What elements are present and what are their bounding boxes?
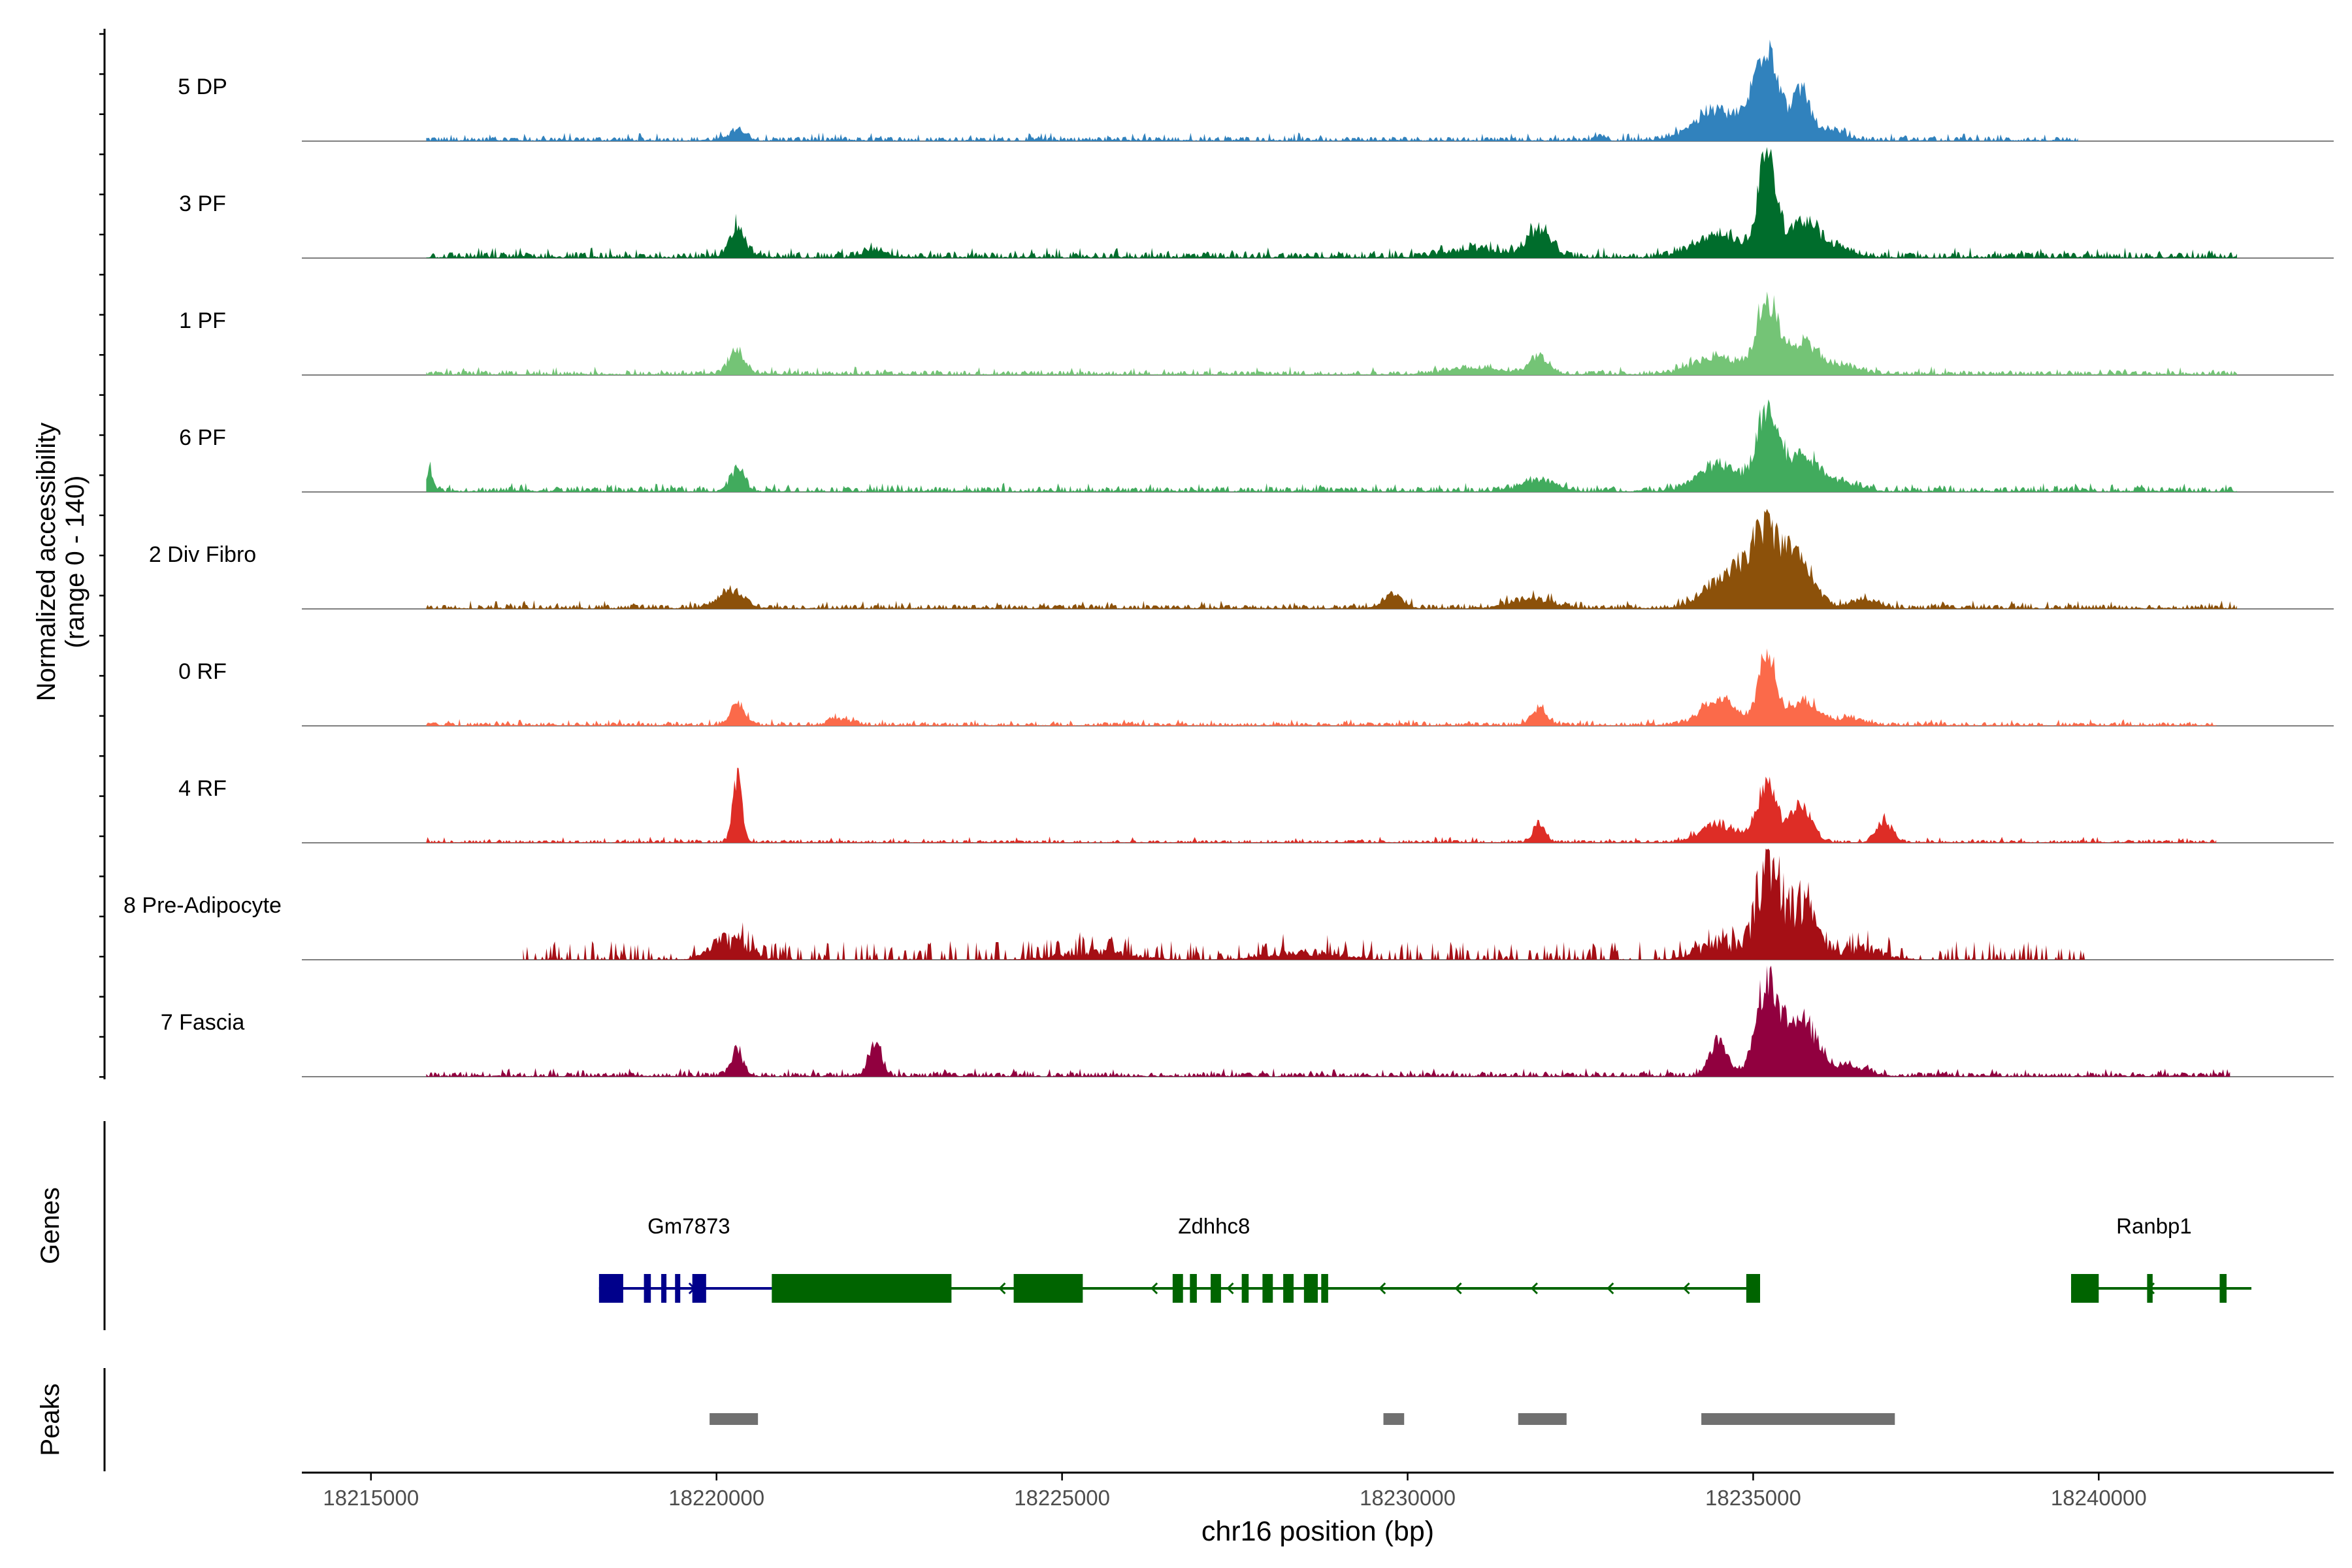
strand-arrow [1607,1282,1614,1295]
gene-exon [1321,1274,1328,1303]
gene-exon [1746,1274,1761,1303]
coverage-area [426,291,2237,375]
peak-interval [710,1413,759,1425]
gene-exon [675,1274,681,1303]
strand-arrow [1379,1282,1386,1295]
gene-exon [2147,1274,2153,1303]
genes-panel-label: Genes [36,1187,65,1264]
track-label: 0 RF [178,659,227,684]
track-label: 3 PF [179,191,226,216]
gene-exon [1013,1274,1083,1303]
genes-panel: Gm7873 Zdhhc8 Ranbp1 [103,1121,2252,1330]
coverage-track: 6 PF [179,399,2334,493]
coverage-track: 0 RF [178,648,2334,727]
track-label: 5 DP [178,74,227,99]
gene-exon [1190,1274,1197,1303]
coverage-track: 7 Fascia [161,966,2334,1077]
x-tick-label: 18240000 [2051,1486,2147,1510]
gene-exon [2071,1274,2099,1303]
y-axis-range-label: (range 0 - 140) [61,476,90,649]
coverage-track: 4 RF [178,768,2334,843]
gene-exon [692,1274,706,1303]
y-axis-label: Normalized accessibility [32,423,61,702]
strand-arrow [1226,1282,1234,1295]
coverage-track: 1 PF [179,291,2334,376]
gene-exon [1303,1274,1318,1303]
gene-exon [1241,1274,1249,1303]
track-label: 6 PF [179,425,226,450]
strand-arrow [1682,1282,1690,1295]
coverage-track: 2 Div Fibro [149,508,2334,610]
gene-exon [598,1274,623,1303]
gene-label: Ranbp1 [2116,1214,2192,1238]
coverage-area [426,768,2217,843]
x-axis-label: chr16 position (bp) [1201,1516,1434,1547]
x-tick-label: 18220000 [668,1486,764,1510]
strand-arrow [1454,1282,1462,1295]
gene-exon [1172,1274,1183,1303]
coverage-track: 8 Pre-Adipocyte [123,849,2334,960]
x-tick-label: 18230000 [1360,1486,1456,1510]
gene-exon [1283,1274,1294,1303]
coverage-area [426,147,2237,258]
peak-interval [1518,1413,1567,1425]
x-tick-label: 18235000 [1705,1486,1801,1510]
gene-exon [1211,1274,1221,1303]
coverage-area [426,508,2237,609]
gene-label: Zdhhc8 [1178,1214,1250,1238]
coverage-area [523,849,2085,960]
gene-exon [772,1274,952,1303]
coverage-area [426,966,2230,1077]
x-axis: 18215000 18220000 18225000 18230000 18235000… [302,1471,2334,1510]
track-label: 2 Div Fibro [149,542,256,567]
track-label: 8 Pre-Adipocyte [123,893,282,918]
track-label: 1 PF [179,308,226,333]
peaks-panel [103,1368,1895,1471]
x-tick-label: 18215000 [323,1486,419,1510]
coverage-track: 5 DP [178,39,2334,142]
track-label: 4 RF [178,776,227,801]
coverage-y-axis [99,29,106,1079]
coverage-area [426,399,2237,492]
strand-arrow [1151,1282,1158,1295]
gene-exon [644,1274,651,1303]
strand-arrow [1530,1282,1538,1295]
gene-label: Gm7873 [647,1214,730,1238]
peak-interval [1383,1413,1405,1425]
peaks-panel-label: Peaks [36,1383,65,1456]
coverage-tracks: 5 DP 3 PF 1 PF 6 PF 2 Div Fibro 0 RF 4 RF 8 Pre… [123,39,2334,1077]
track-label: 7 Fascia [161,1010,245,1035]
coverage-track: 3 PF [179,147,2334,259]
x-tick-label: 18225000 [1014,1486,1110,1510]
coverage-area [426,39,2078,141]
strand-arrow [998,1282,1006,1295]
gene-gm7873: Gm7873 [598,1214,790,1303]
coverage-area [426,648,2217,726]
gene-exon [661,1274,667,1303]
gene-exon [1262,1274,1273,1303]
gene-ranbp1: Ranbp1 [2071,1214,2252,1303]
gene-zdhhc8: Zdhhc8 [772,1214,1761,1303]
peak-interval [1701,1413,1895,1425]
gene-exon [2219,1274,2227,1303]
